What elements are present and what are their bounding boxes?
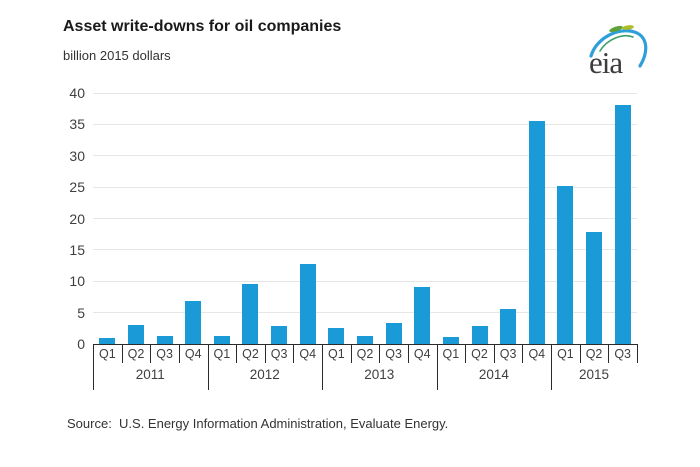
quarter-label-2011-Q3: Q3: [156, 347, 173, 361]
y-axis-label-10: 10: [69, 273, 85, 290]
quarter-label-2013-Q4: Q4: [413, 347, 431, 361]
bar-2013-Q1: [328, 328, 345, 344]
bar-2011-Q1: [99, 338, 116, 344]
gridline-30: [93, 155, 637, 157]
y-axis-label-5: 5: [77, 304, 85, 321]
year-separator: [436, 344, 438, 390]
gridline-20: [93, 218, 637, 219]
eia-logo-text: eia: [589, 45, 623, 80]
quarter-tick: [637, 344, 638, 363]
quarter-label-2012-Q2: Q2: [242, 347, 259, 361]
gridline-25: [93, 186, 637, 188]
bar-2015-Q2: [586, 231, 603, 344]
bar-2012-Q1: [213, 335, 230, 344]
year-label-2012: 2012: [249, 367, 280, 382]
year-label-2011: 2011: [135, 367, 165, 382]
y-axis-label-20: 20: [69, 210, 85, 227]
quarter-tick: [465, 344, 467, 363]
quarter-tick: [178, 344, 180, 363]
year-label-2015: 2015: [579, 367, 610, 382]
quarter-tick: [293, 344, 295, 363]
quarter-label-2014-Q3: Q3: [499, 347, 517, 361]
quarter-tick: [608, 344, 610, 363]
year-separator: [322, 344, 324, 390]
y-axis-label-25: 25: [69, 179, 85, 196]
quarter-label-2012-Q4: Q4: [299, 347, 317, 361]
bar-2012-Q2: [242, 284, 259, 344]
quarter-label-2011-Q1: Q1: [98, 347, 116, 361]
quarter-tick: [350, 344, 352, 363]
quarter-tick: [493, 344, 495, 363]
bar-2014-Q3: [500, 309, 517, 344]
quarter-label-2013-Q1: Q1: [328, 347, 345, 361]
quarter-tick: [264, 344, 266, 363]
quarter-label-2011-Q2: Q2: [127, 347, 145, 361]
gridline-5: [93, 312, 637, 314]
chart-subtitle: billion 2015 dollars: [63, 48, 171, 63]
year-label-2013: 2013: [364, 367, 395, 382]
y-axis-label-35: 35: [69, 116, 85, 133]
y-axis-label-30: 30: [69, 147, 85, 164]
bar-2015-Q1: [557, 185, 574, 344]
source-note: Source: U.S. Energy Information Administ…: [67, 416, 449, 431]
gridline-15: [93, 249, 637, 251]
year-separator: [207, 344, 209, 390]
year-separator: [93, 344, 94, 390]
quarter-tick: [236, 344, 238, 363]
quarter-label-2014-Q2: Q2: [471, 347, 488, 361]
y-axis-label-0: 0: [77, 336, 85, 352]
bar-2011-Q4: [185, 301, 202, 344]
eia-logo: eia: [586, 22, 652, 80]
gridline-40: [93, 92, 637, 94]
bar-2014-Q1: [442, 337, 459, 344]
quarter-tick: [379, 344, 381, 363]
bar-chart: 0 5 10 15 20 25 30 35 40 Q1 Q2 Q3 Q4 2011 Q1 Q2 Q3 Q4 2012…: [69, 85, 638, 390]
chart-title: Asset write-downs for oil companies: [63, 18, 342, 35]
quarter-label-2013-Q3: Q3: [385, 347, 402, 361]
quarter-label-2015-Q3: Q3: [614, 347, 632, 361]
quarter-label-2012-Q3: Q3: [270, 347, 288, 361]
quarter-tick: [579, 344, 581, 363]
quarter-label-2012-Q1: Q1: [213, 347, 231, 361]
year-separator: [551, 344, 553, 390]
bar-2013-Q4: [414, 286, 431, 344]
bar-2013-Q3: [385, 322, 402, 344]
quarter-label-2014-Q4: Q4: [528, 347, 546, 361]
quarter-label-2015-Q1: Q1: [557, 347, 574, 361]
quarter-label-2015-Q2: Q2: [585, 347, 603, 361]
bar-2012-Q3: [271, 326, 288, 344]
quarter-tick: [407, 344, 409, 363]
quarter-tick: [121, 344, 123, 363]
quarter-label-2014-Q1: Q1: [442, 347, 460, 361]
quarter-tick: [522, 344, 524, 363]
y-axis-label-40: 40: [69, 85, 85, 101]
bar-2011-Q3: [156, 336, 173, 344]
quarter-label-2011-Q4: Q4: [184, 347, 202, 361]
bar-2012-Q4: [299, 264, 316, 344]
bar-2015-Q3: [614, 104, 631, 344]
y-axis-label-15: 15: [69, 241, 85, 258]
bar-2011-Q2: [127, 324, 144, 344]
quarter-tick: [150, 344, 152, 363]
bar-2014-Q2: [471, 325, 488, 344]
bar-2013-Q2: [357, 336, 373, 344]
quarter-label-2013-Q2: Q2: [356, 347, 374, 361]
gridline-10: [93, 280, 637, 282]
gridline-35: [93, 123, 637, 125]
bar-2014-Q4: [528, 120, 545, 344]
eia-logo-swoosh-icon: eia: [589, 25, 648, 80]
year-label-2014: 2014: [478, 367, 509, 382]
x-axis-line: [93, 344, 638, 345]
